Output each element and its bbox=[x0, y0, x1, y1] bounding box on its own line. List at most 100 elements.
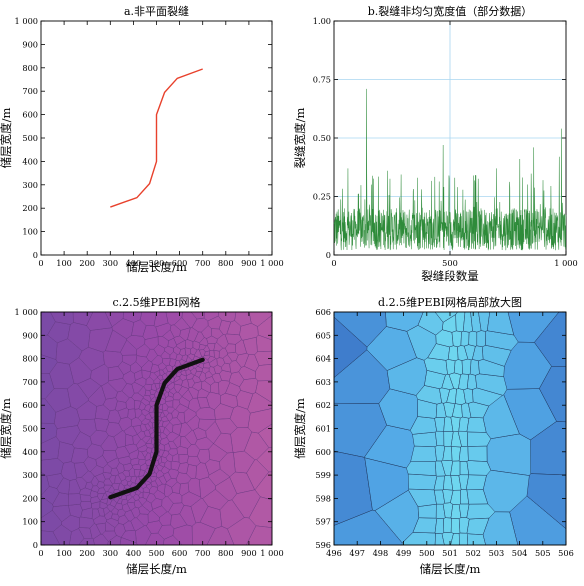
y-tick-label: 605 bbox=[315, 330, 331, 340]
mesh-cell bbox=[461, 331, 469, 346]
x-tick-label: 0 bbox=[331, 258, 336, 268]
x-tick-label: 506 bbox=[558, 548, 574, 558]
x-tick-label: 501 bbox=[442, 548, 458, 558]
x-tick-label: 400 bbox=[126, 548, 142, 558]
x-tick-label: 502 bbox=[465, 548, 481, 558]
y-tick-label: 599 bbox=[315, 470, 331, 480]
mesh-cell bbox=[477, 331, 486, 347]
y-tick-label: 400 bbox=[22, 447, 38, 457]
y-tick-label: 100 bbox=[22, 227, 38, 237]
y-tick-label: 0 bbox=[33, 250, 38, 260]
y-tick-label: 800 bbox=[22, 354, 38, 364]
x-tick-label: 497 bbox=[349, 548, 365, 558]
x-tick-label: 900 bbox=[241, 548, 257, 558]
mesh-cell bbox=[468, 446, 487, 462]
y-tick-label: 600 bbox=[315, 447, 331, 457]
y-tick-label: 1 000 bbox=[15, 307, 38, 317]
x-tick-label: 1 000 bbox=[554, 258, 577, 268]
x-tick-label: 600 bbox=[172, 548, 188, 558]
y-tick-label: 601 bbox=[315, 424, 331, 434]
chart-title: a.非平面裂缝 bbox=[124, 4, 189, 18]
y-tick-label: 900 bbox=[22, 39, 38, 49]
mesh-cell bbox=[459, 446, 468, 461]
y-tick-label: 300 bbox=[22, 180, 38, 190]
y-tick-label: 0.75 bbox=[313, 75, 331, 85]
x-tick-label: 900 bbox=[241, 258, 257, 268]
x-tick-label: 800 bbox=[218, 548, 234, 558]
y-tick-label: 200 bbox=[22, 493, 38, 503]
mesh-cell bbox=[80, 495, 91, 502]
mesh-cell bbox=[446, 359, 455, 374]
y-tick-label: 1.00 bbox=[313, 16, 331, 26]
y-tick-label: 0.50 bbox=[313, 133, 331, 143]
mesh-cell bbox=[462, 359, 471, 374]
mesh-cells-d bbox=[334, 312, 566, 545]
mesh-cell bbox=[454, 359, 463, 374]
y-tick-label: 100 bbox=[22, 517, 38, 527]
mesh-cell bbox=[179, 454, 189, 463]
y-tick-label: 900 bbox=[22, 330, 38, 340]
x-tick-label: 700 bbox=[195, 258, 211, 268]
mesh-cell bbox=[435, 519, 444, 534]
y-tick-label: 606 bbox=[315, 307, 331, 317]
y-axis-label: 裂缝宽度/m bbox=[293, 108, 307, 169]
x-axis-label: 储层长度/m bbox=[126, 260, 187, 274]
y-tick-label: 0 bbox=[326, 250, 331, 260]
x-tick-label: 500 bbox=[442, 258, 458, 268]
x-tick-label: 100 bbox=[56, 548, 72, 558]
y-tick-label: 602 bbox=[315, 400, 331, 410]
mesh-cell bbox=[68, 494, 81, 506]
x-axis-label: 储层长度/m bbox=[126, 562, 187, 576]
y-tick-label: 1 000 bbox=[15, 16, 38, 26]
x-tick-label: 499 bbox=[396, 548, 412, 558]
mesh-cell bbox=[209, 350, 214, 357]
chart-title: b.裂缝非均匀宽度值（部分数据） bbox=[368, 4, 533, 18]
mesh-cell bbox=[451, 518, 460, 533]
y-tick-label: 597 bbox=[315, 517, 331, 527]
mesh-cell bbox=[435, 431, 444, 446]
y-tick-label: 600 bbox=[22, 400, 38, 410]
x-tick-label: 1 000 bbox=[260, 548, 283, 558]
y-tick-label: 800 bbox=[22, 63, 38, 73]
x-axis-label: 裂缝段数量 bbox=[421, 269, 479, 283]
x-tick-label: 700 bbox=[195, 548, 211, 558]
mesh-cell bbox=[448, 346, 458, 361]
y-axis-label: 储层宽度/m bbox=[0, 398, 13, 459]
y-tick-label: 500 bbox=[22, 424, 38, 434]
y-tick-label: 604 bbox=[315, 354, 331, 364]
mesh-cell bbox=[452, 331, 462, 347]
mesh-cell bbox=[470, 359, 479, 375]
y-tick-label: 700 bbox=[22, 86, 38, 96]
y-axis-label: 储层宽度/m bbox=[293, 398, 307, 459]
x-tick-label: 800 bbox=[218, 258, 234, 268]
y-tick-label: 600 bbox=[22, 110, 38, 120]
y-tick-label: 0 bbox=[33, 540, 38, 550]
x-tick-label: 500 bbox=[149, 548, 165, 558]
y-tick-label: 598 bbox=[315, 493, 331, 503]
mesh-cell bbox=[469, 331, 477, 346]
x-tick-label: 0 bbox=[38, 548, 43, 558]
x-tick-label: 498 bbox=[373, 548, 389, 558]
x-tick-label: 1 000 bbox=[260, 258, 283, 268]
y-axis-label: 储层宽度/m bbox=[0, 108, 13, 169]
x-tick-label: 300 bbox=[102, 548, 118, 558]
x-tick-label: 0 bbox=[38, 258, 43, 268]
y-tick-label: 400 bbox=[22, 156, 38, 166]
x-tick-label: 500 bbox=[419, 548, 435, 558]
y-tick-label: 0.25 bbox=[313, 192, 331, 202]
chart-title: d.2.5维PEBI网格局部放大图 bbox=[378, 295, 522, 309]
x-axis-label: 储层长度/m bbox=[420, 562, 481, 576]
x-tick-label: 503 bbox=[489, 548, 505, 558]
y-tick-label: 700 bbox=[22, 377, 38, 387]
mesh-cell bbox=[443, 518, 451, 533]
y-tick-label: 200 bbox=[22, 203, 38, 213]
y-tick-label: 300 bbox=[22, 470, 38, 480]
chart-title: c.2.5维PEBI网格 bbox=[112, 295, 200, 309]
x-tick-label: 200 bbox=[79, 258, 95, 268]
x-tick-label: 300 bbox=[102, 258, 118, 268]
